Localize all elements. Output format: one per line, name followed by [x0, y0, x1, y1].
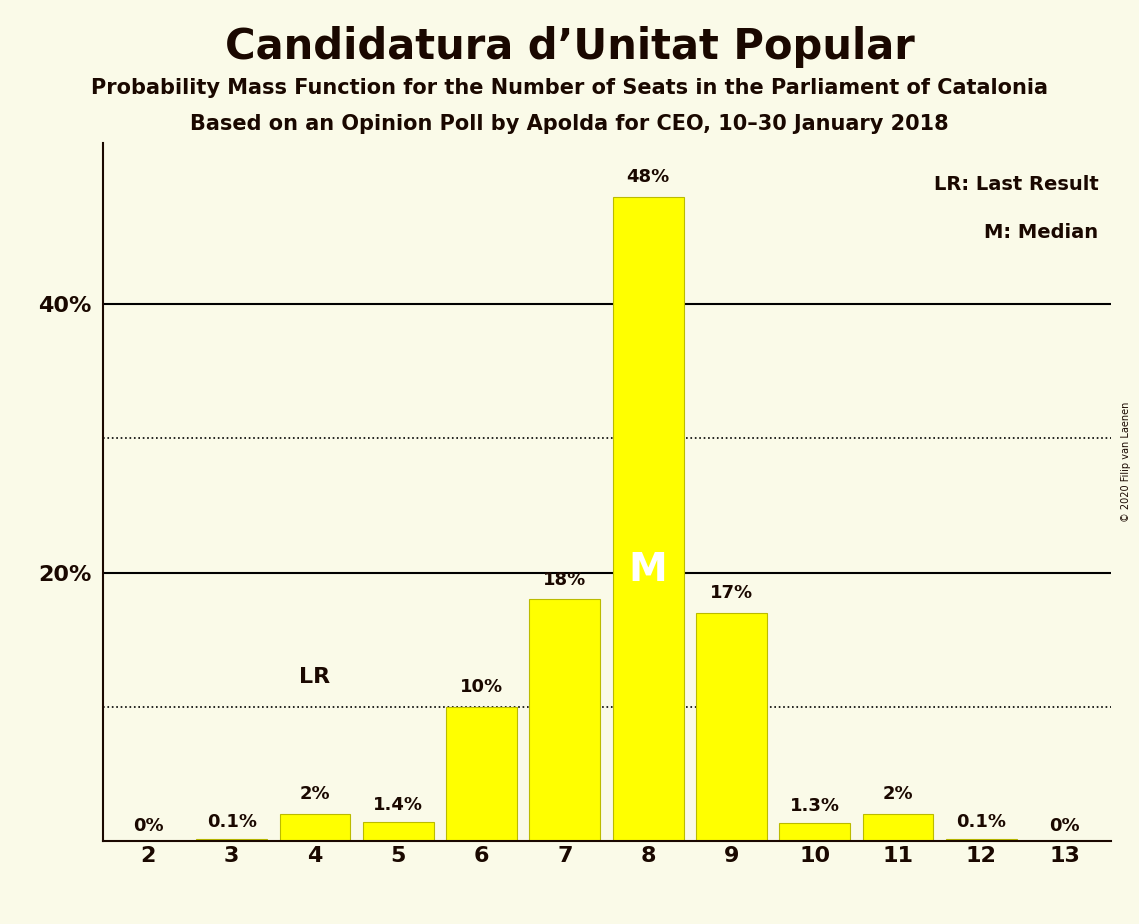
Text: 48%: 48% [626, 168, 670, 186]
Bar [279, 814, 351, 841]
Text: LR: Last Result: LR: Last Result [934, 175, 1098, 194]
Text: 1.4%: 1.4% [374, 796, 424, 814]
Text: LR: LR [300, 666, 330, 687]
Text: 2%: 2% [300, 785, 330, 803]
Bar [947, 840, 1017, 841]
Text: Probability Mass Function for the Number of Seats in the Parliament of Catalonia: Probability Mass Function for the Number… [91, 78, 1048, 98]
Text: 10%: 10% [460, 678, 503, 696]
Bar [696, 613, 767, 841]
Bar [530, 600, 600, 841]
Bar [446, 707, 517, 841]
Text: M: Median: M: Median [984, 224, 1098, 242]
Text: © 2020 Filip van Laenen: © 2020 Filip van Laenen [1121, 402, 1131, 522]
Text: Candidatura d’Unitat Popular: Candidatura d’Unitat Popular [224, 26, 915, 67]
Bar [613, 197, 683, 841]
Text: 0%: 0% [133, 818, 164, 835]
Text: 0.1%: 0.1% [206, 813, 256, 832]
Bar [363, 822, 434, 841]
Text: 0%: 0% [1049, 818, 1080, 835]
Text: 17%: 17% [710, 584, 753, 602]
Text: 18%: 18% [543, 571, 587, 589]
Text: M: M [629, 552, 667, 590]
Text: Based on an Opinion Poll by Apolda for CEO, 10–30 January 2018: Based on an Opinion Poll by Apolda for C… [190, 114, 949, 134]
Bar [196, 840, 267, 841]
Bar [779, 823, 850, 841]
Text: 0.1%: 0.1% [957, 813, 1007, 832]
Text: 2%: 2% [883, 785, 913, 803]
Text: 1.3%: 1.3% [789, 797, 839, 815]
Bar [862, 814, 934, 841]
